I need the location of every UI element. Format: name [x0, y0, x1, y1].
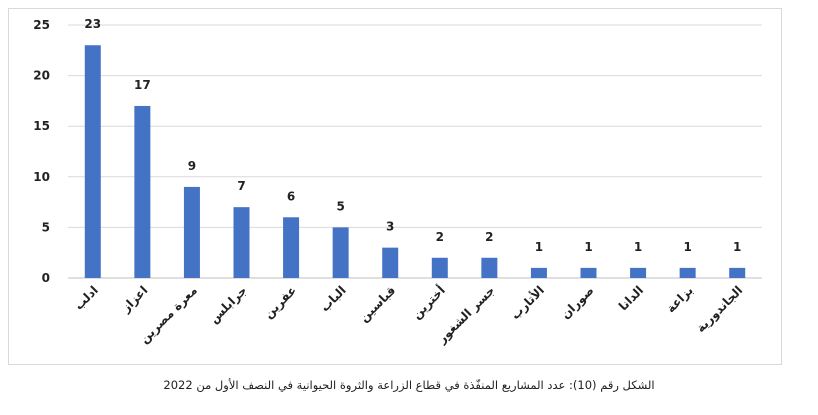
x-tick-label: أخترين	[409, 283, 448, 322]
y-tick-label: 15	[33, 119, 50, 133]
x-tick-label: صوران	[558, 283, 597, 322]
data-label: 1	[634, 240, 642, 254]
data-label: 1	[584, 240, 592, 254]
y-tick-label: 25	[33, 18, 50, 32]
data-label: 5	[336, 199, 344, 213]
data-label: 2	[485, 230, 493, 244]
bar	[382, 247, 399, 278]
x-tick-label: اعزاز	[118, 283, 150, 315]
x-tick-label: الدانا	[616, 283, 646, 313]
bar	[233, 207, 250, 278]
y-tick-label: 20	[33, 69, 50, 83]
x-tick-label: بزاعة	[664, 283, 696, 315]
data-label: 6	[287, 189, 295, 203]
bar	[481, 257, 498, 278]
data-label: 9	[188, 159, 196, 173]
y-tick-label: 10	[33, 170, 50, 184]
bar	[134, 105, 151, 279]
bar	[580, 267, 597, 278]
figure-caption: الشكل رقم (10): عدد المشاريع المنفّذة في…	[163, 378, 655, 392]
data-label: 2	[436, 230, 444, 244]
x-tick-label: الجاندورية	[693, 283, 746, 336]
bar	[84, 45, 101, 278]
x-tick-label: الباب	[318, 283, 349, 314]
x-tick-label: جرابلس	[207, 283, 250, 326]
bar	[630, 267, 647, 278]
data-label: 7	[237, 179, 245, 193]
y-tick-label: 0	[42, 271, 50, 285]
x-tick-label: ادلب	[72, 283, 101, 312]
data-label: 1	[733, 240, 741, 254]
data-label: 1	[535, 240, 543, 254]
bar	[679, 267, 696, 278]
y-tick-label: 5	[42, 220, 50, 234]
x-tick-label: الأتارب	[507, 283, 547, 323]
bar	[332, 227, 349, 278]
data-label: 23	[84, 17, 101, 31]
x-tick-label: عفرين	[261, 283, 299, 321]
bar	[183, 186, 200, 278]
bar	[283, 217, 300, 278]
data-label: 1	[683, 240, 691, 254]
bar	[530, 267, 547, 278]
data-label: 17	[134, 78, 151, 92]
x-tick-label: قباسين	[357, 283, 399, 325]
bar	[431, 257, 448, 278]
bar	[729, 267, 746, 278]
data-label: 3	[386, 220, 394, 234]
